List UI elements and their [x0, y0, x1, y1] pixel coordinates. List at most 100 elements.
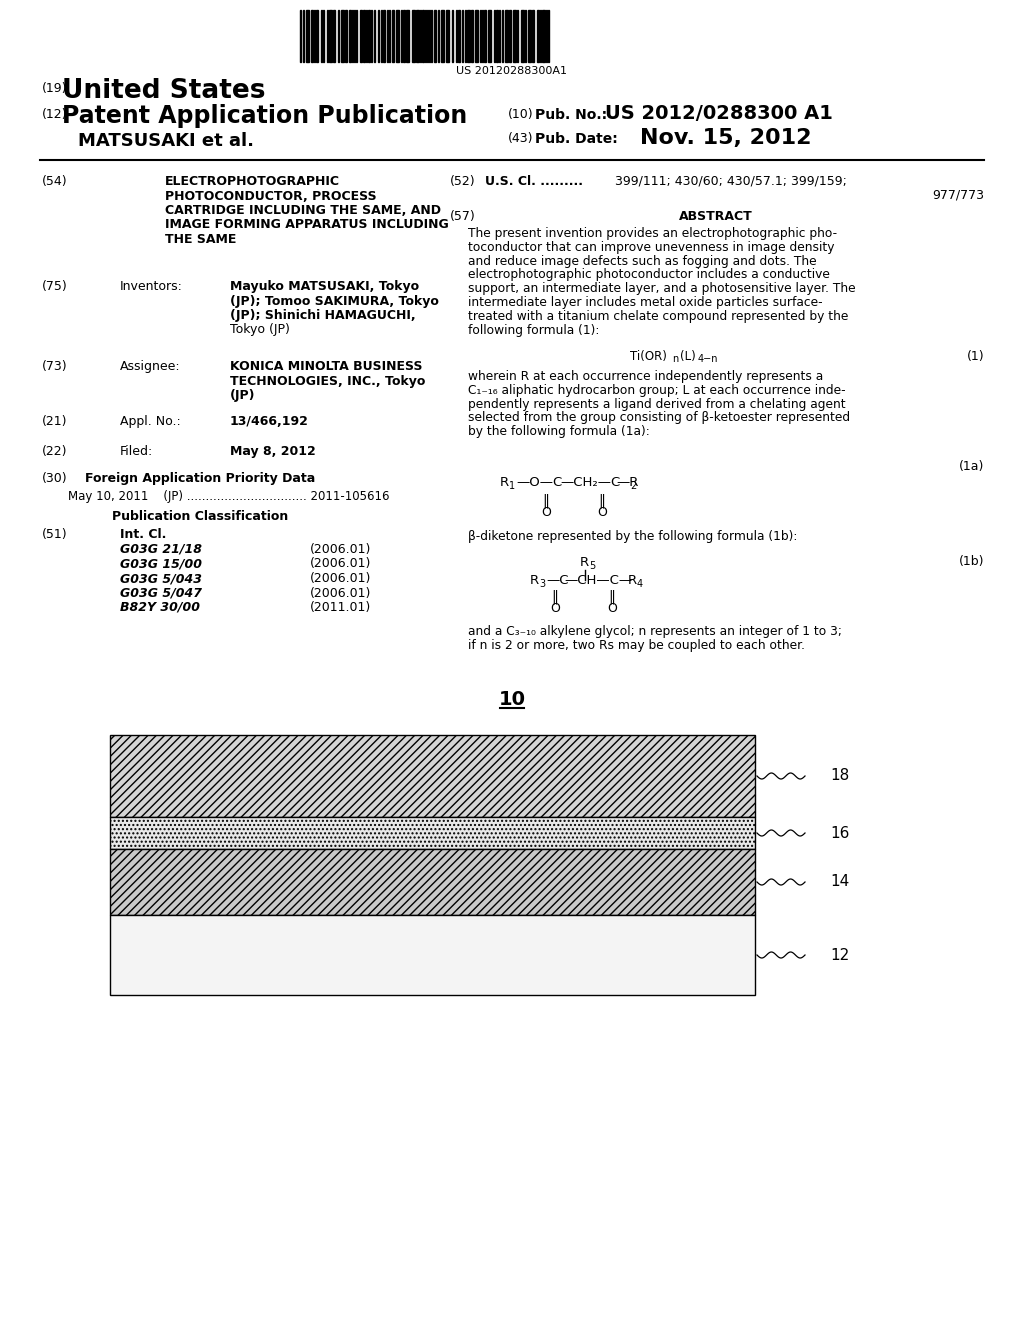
Text: intermediate layer includes metal oxide particles surface-: intermediate layer includes metal oxide …: [468, 296, 822, 309]
Bar: [360, 11, 362, 62]
Text: 1: 1: [509, 480, 515, 491]
Text: (1): (1): [967, 350, 984, 363]
Bar: [521, 11, 524, 62]
Text: CARTRIDGE INCLUDING THE SAME, AND: CARTRIDGE INCLUDING THE SAME, AND: [165, 205, 441, 216]
Text: ‖: ‖: [608, 590, 615, 605]
Text: TECHNOLOGIES, INC., Tokyo: TECHNOLOGIES, INC., Tokyo: [230, 375, 425, 388]
Text: Pub. Date:: Pub. Date:: [535, 132, 617, 147]
Text: Filed:: Filed:: [120, 445, 154, 458]
Text: (2006.01): (2006.01): [310, 572, 372, 585]
Text: —CH₂—C: —CH₂—C: [560, 475, 621, 488]
Text: R: R: [580, 556, 589, 569]
Bar: [345, 11, 347, 62]
Text: C₁₋₁₆ aliphatic hydrocarbon group; L at each occurrence inde-: C₁₋₁₆ aliphatic hydrocarbon group; L at …: [468, 384, 846, 397]
Text: 2: 2: [630, 480, 636, 491]
Text: R: R: [628, 573, 637, 586]
Text: (2011.01): (2011.01): [310, 601, 372, 614]
Text: G03G 5/043: G03G 5/043: [120, 572, 202, 585]
Text: IMAGE FORMING APPARATUS INCLUDING: IMAGE FORMING APPARATUS INCLUDING: [165, 219, 449, 231]
Bar: [416, 11, 419, 62]
Text: Foreign Application Priority Data: Foreign Application Priority Data: [85, 473, 315, 484]
Text: (2006.01): (2006.01): [310, 586, 372, 599]
Text: G03G 21/18: G03G 21/18: [120, 543, 202, 556]
Text: support, an intermediate layer, and a photosensitive layer. The: support, an intermediate layer, and a ph…: [468, 282, 856, 296]
Text: ‖: ‖: [599, 494, 605, 508]
Text: 4: 4: [637, 579, 643, 589]
Bar: [484, 11, 486, 62]
Text: electrophotographic photoconductor includes a conductive: electrophotographic photoconductor inclu…: [468, 268, 829, 281]
Bar: [349, 11, 351, 62]
Text: (30): (30): [42, 473, 68, 484]
Text: following formula (1):: following formula (1):: [468, 323, 599, 337]
Text: treated with a titanium chelate compound represented by the: treated with a titanium chelate compound…: [468, 310, 848, 323]
Text: (51): (51): [42, 528, 68, 541]
Bar: [368, 11, 370, 62]
Text: O: O: [550, 602, 560, 615]
Text: by the following formula (1a):: by the following formula (1a):: [468, 425, 650, 438]
Bar: [446, 11, 449, 62]
Text: O: O: [607, 602, 616, 615]
Text: Int. Cl.: Int. Cl.: [120, 528, 166, 541]
Text: Mayuko MATSUSAKI, Tokyo: Mayuko MATSUSAKI, Tokyo: [230, 280, 419, 293]
Text: (52): (52): [450, 176, 475, 187]
Text: —R: —R: [616, 475, 638, 488]
Bar: [471, 11, 473, 62]
Text: Inventors:: Inventors:: [120, 280, 183, 293]
Bar: [110, 915, 755, 995]
Text: ELECTROPHOTOGRAPHIC: ELECTROPHOTOGRAPHIC: [165, 176, 340, 187]
Text: May 10, 2011    (JP) ................................ 2011-105616: May 10, 2011 (JP) ......................…: [68, 490, 389, 503]
Text: (JP); Tomoo SAKIMURA, Tokyo: (JP); Tomoo SAKIMURA, Tokyo: [230, 294, 439, 308]
Text: MATSUSAKI et al.: MATSUSAKI et al.: [78, 132, 254, 150]
Bar: [311, 11, 313, 62]
Bar: [496, 11, 498, 62]
Text: 13/466,192: 13/466,192: [230, 414, 309, 428]
Text: (22): (22): [42, 445, 68, 458]
Bar: [542, 11, 545, 62]
Text: US 2012/0288300 A1: US 2012/0288300 A1: [605, 104, 833, 123]
Text: Ti(OR): Ti(OR): [630, 350, 667, 363]
Text: β-diketone represented by the following formula (1b):: β-diketone represented by the following …: [468, 531, 798, 543]
Text: (57): (57): [450, 210, 476, 223]
Text: May 8, 2012: May 8, 2012: [230, 445, 315, 458]
Text: KONICA MINOLTA BUSINESS: KONICA MINOLTA BUSINESS: [230, 360, 423, 374]
Bar: [412, 11, 415, 62]
Bar: [362, 11, 365, 62]
Text: (1b): (1b): [958, 554, 984, 568]
Text: US 20120288300A1: US 20120288300A1: [457, 66, 567, 77]
Text: (JP); Shinichi HAMAGUCHI,: (JP); Shinichi HAMAGUCHI,: [230, 309, 416, 322]
Text: (1a): (1a): [958, 459, 984, 473]
Text: pendently represents a ligand derived from a chelating agent: pendently represents a ligand derived fr…: [468, 397, 846, 411]
Text: and a C₃₋₁₀ alkylene glycol; n represents an integer of 1 to 3;: and a C₃₋₁₀ alkylene glycol; n represent…: [468, 624, 842, 638]
Text: B82Y 30/00: B82Y 30/00: [120, 601, 200, 614]
Text: U.S. Cl. .........: U.S. Cl. .........: [485, 176, 583, 187]
Text: 399/111; 430/60; 430/57.1; 399/159;: 399/111; 430/60; 430/57.1; 399/159;: [615, 176, 847, 187]
Bar: [341, 11, 344, 62]
Text: R: R: [500, 475, 509, 488]
Text: (73): (73): [42, 360, 68, 374]
Text: (10): (10): [508, 108, 534, 121]
Bar: [509, 11, 511, 62]
Bar: [383, 11, 385, 62]
Text: Nov. 15, 2012: Nov. 15, 2012: [640, 128, 811, 148]
Bar: [467, 11, 470, 62]
Bar: [513, 11, 516, 62]
Bar: [110, 735, 755, 817]
Bar: [406, 11, 409, 62]
Bar: [306, 11, 309, 62]
Text: United States: United States: [62, 78, 265, 104]
Bar: [434, 11, 436, 62]
Bar: [392, 11, 394, 62]
Bar: [316, 11, 318, 62]
Bar: [110, 849, 755, 915]
Text: The present invention provides an electrophotographic pho-: The present invention provides an electr…: [468, 227, 838, 240]
Text: and reduce image defects such as fogging and dots. The: and reduce image defects such as fogging…: [468, 255, 816, 268]
Text: 18: 18: [830, 768, 849, 784]
Text: R: R: [530, 573, 539, 586]
Text: toconductor that can improve unevenness in image density: toconductor that can improve unevenness …: [468, 240, 835, 253]
Bar: [488, 11, 490, 62]
Bar: [441, 11, 444, 62]
Text: —CH—C—: —CH—C—: [564, 573, 632, 586]
Text: 5: 5: [589, 561, 595, 572]
Text: n: n: [672, 354, 678, 364]
Bar: [422, 11, 424, 62]
